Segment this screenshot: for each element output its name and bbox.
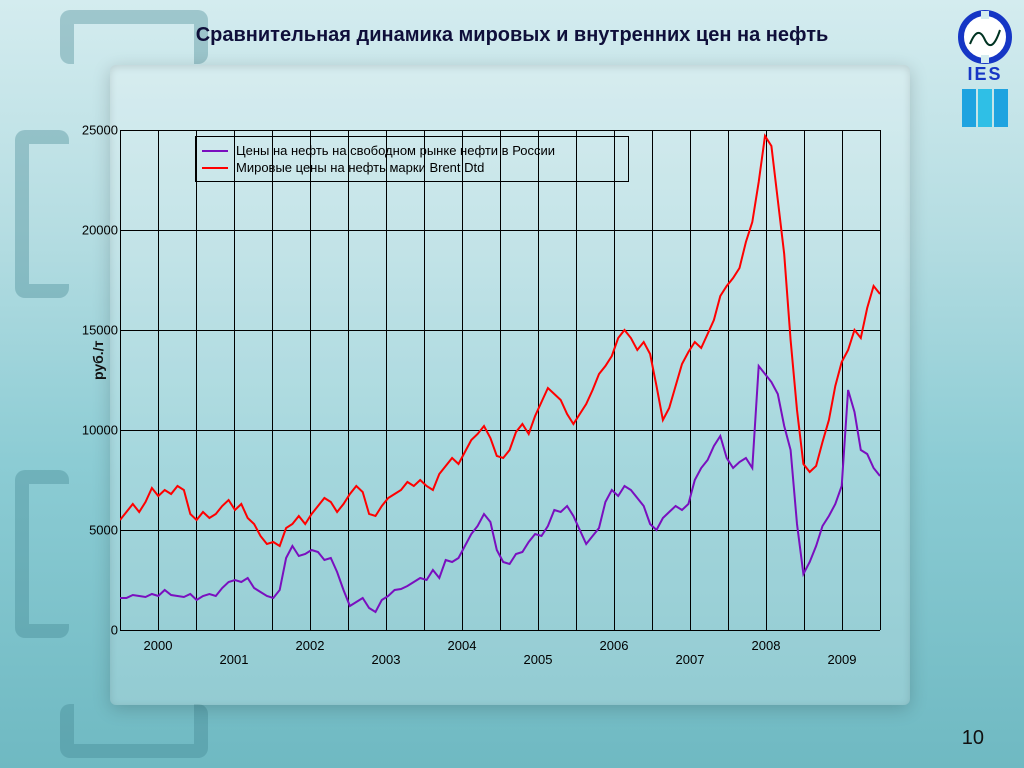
page-number: 10	[962, 727, 984, 750]
x-tick: 2001	[220, 652, 249, 667]
series-brent	[120, 136, 880, 546]
logo-icon	[958, 10, 1012, 64]
series-domestic	[120, 366, 880, 612]
decor-bracket	[60, 704, 208, 758]
x-tick: 2005	[524, 652, 553, 667]
x-tick: 2006	[600, 638, 629, 653]
y-tick: 0	[111, 623, 118, 638]
decor-bracket	[15, 470, 69, 638]
line-chart	[120, 130, 880, 630]
y-tick: 15000	[82, 323, 118, 338]
x-tick: 2003	[372, 652, 401, 667]
x-tick: 2004	[448, 638, 477, 653]
y-tick: 20000	[82, 223, 118, 238]
y-tick: 10000	[82, 423, 118, 438]
x-tick: 2007	[676, 652, 705, 667]
page-title: Сравнительная динамика мировых и внутрен…	[0, 24, 1024, 47]
logo-bars-icon	[958, 89, 1012, 132]
x-tick: 2009	[828, 652, 857, 667]
x-tick: 2002	[296, 638, 325, 653]
y-tick: 25000	[82, 123, 118, 138]
decor-bracket	[15, 130, 69, 298]
y-tick: 5000	[89, 523, 118, 538]
logo: IES	[958, 10, 1012, 132]
y-axis-label: руб./т	[90, 341, 106, 380]
logo-text: IES	[958, 64, 1012, 85]
x-tick: 2000	[144, 638, 173, 653]
x-tick: 2008	[752, 638, 781, 653]
